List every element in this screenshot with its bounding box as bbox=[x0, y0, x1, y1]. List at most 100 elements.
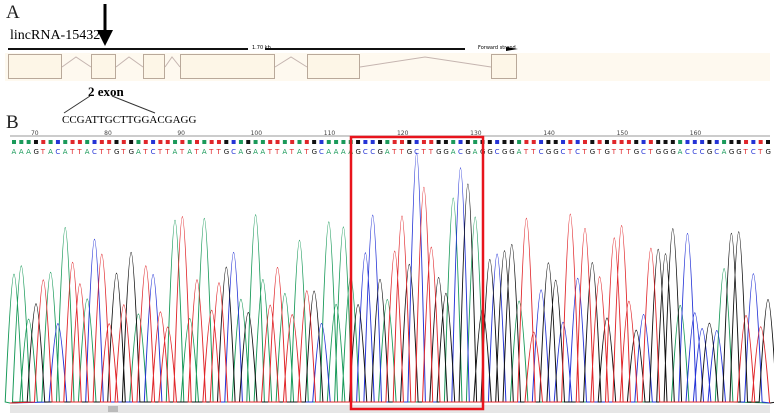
quality-square bbox=[473, 140, 478, 144]
base-call: A bbox=[238, 148, 243, 156]
exon-sequence: CCGATTGCTTGGACGAGG bbox=[62, 114, 197, 126]
panel-b-label: B bbox=[6, 112, 19, 133]
base-call: A bbox=[253, 148, 258, 156]
quality-square bbox=[546, 140, 551, 144]
base-call: T bbox=[69, 148, 75, 156]
base-call: G bbox=[634, 148, 639, 156]
quality-square bbox=[202, 140, 207, 144]
base-call: C bbox=[685, 148, 690, 156]
base-call: C bbox=[561, 148, 566, 156]
quality-square bbox=[670, 140, 675, 144]
quality-square bbox=[304, 140, 309, 144]
base-call: T bbox=[391, 148, 397, 156]
base-call: C bbox=[231, 148, 236, 156]
gene-track bbox=[5, 53, 770, 81]
quality-square bbox=[312, 140, 317, 144]
quality-square bbox=[736, 140, 741, 144]
quality-square bbox=[77, 140, 82, 144]
forward-arrow-icon bbox=[506, 47, 518, 51]
quality-square bbox=[282, 140, 287, 144]
quality-square bbox=[758, 140, 763, 144]
quality-square bbox=[678, 140, 683, 144]
base-call: T bbox=[611, 148, 617, 156]
base-call: T bbox=[208, 148, 214, 156]
quality-square bbox=[136, 140, 141, 144]
trace-A bbox=[4, 197, 771, 404]
base-call: T bbox=[157, 148, 163, 156]
ruler-tick: 140 bbox=[543, 130, 555, 137]
base-call: G bbox=[509, 148, 514, 156]
ruler-tick: 70 bbox=[31, 130, 39, 137]
quality-square bbox=[429, 140, 434, 144]
base-call: G bbox=[590, 148, 595, 156]
exon-6 bbox=[491, 54, 517, 79]
ruler-tick: 130 bbox=[470, 130, 482, 137]
quality-square bbox=[414, 140, 419, 144]
base-call: A bbox=[260, 148, 265, 156]
quality-square bbox=[55, 140, 60, 144]
base-call: A bbox=[26, 148, 31, 156]
base-call: G bbox=[465, 148, 470, 156]
arrow-down-icon bbox=[97, 4, 113, 46]
introns bbox=[61, 56, 492, 68]
quality-square bbox=[121, 140, 126, 144]
scale-label: 1.70 kb bbox=[252, 45, 271, 51]
base-call: C bbox=[92, 148, 97, 156]
quality-square bbox=[458, 140, 463, 144]
base-call: T bbox=[274, 148, 280, 156]
quality-square bbox=[495, 140, 500, 144]
base-call: T bbox=[596, 148, 602, 156]
base-call: G bbox=[33, 148, 38, 156]
base-call: A bbox=[326, 148, 331, 156]
base-call: A bbox=[385, 148, 390, 156]
base-call: C bbox=[692, 148, 697, 156]
quality-square bbox=[19, 140, 24, 144]
scrollbar-thumb[interactable] bbox=[108, 406, 118, 412]
quality-square bbox=[334, 140, 339, 144]
quality-square bbox=[568, 140, 573, 144]
base-call: G bbox=[246, 148, 251, 156]
quality-square bbox=[158, 140, 163, 144]
base-call: A bbox=[173, 148, 178, 156]
base-call: G bbox=[356, 148, 361, 156]
quality-square bbox=[634, 140, 639, 144]
quality-square bbox=[531, 140, 536, 144]
base-call: T bbox=[179, 148, 185, 156]
quality-square bbox=[502, 140, 507, 144]
quality-square bbox=[744, 140, 749, 144]
base-call: T bbox=[625, 148, 631, 156]
base-call: G bbox=[670, 148, 675, 156]
quality-square bbox=[107, 140, 112, 144]
ruler-tick: 80 bbox=[104, 130, 112, 137]
quality-square bbox=[729, 140, 734, 144]
base-call: G bbox=[502, 148, 507, 156]
quality-square bbox=[33, 140, 38, 144]
base-call: G bbox=[312, 148, 317, 156]
base-call: G bbox=[114, 148, 119, 156]
quality-square bbox=[70, 140, 75, 144]
quality-square bbox=[143, 140, 148, 144]
quality-square bbox=[707, 140, 712, 144]
quality-square bbox=[290, 140, 295, 144]
base-call: A bbox=[451, 148, 456, 156]
exon-3 bbox=[143, 54, 165, 79]
quality-square bbox=[597, 140, 602, 144]
exon-label: 2 exon bbox=[88, 84, 124, 99]
quality-square bbox=[436, 140, 441, 144]
base-call: C bbox=[575, 148, 580, 156]
quality-square bbox=[129, 140, 134, 144]
ruler-tick: 90 bbox=[177, 130, 185, 137]
quality-square bbox=[722, 140, 727, 144]
base-call: G bbox=[487, 148, 492, 156]
base-call: C bbox=[55, 148, 60, 156]
quality-square bbox=[231, 140, 236, 144]
trace-T bbox=[9, 186, 771, 404]
quality-square bbox=[48, 140, 53, 144]
quality-square bbox=[575, 140, 580, 144]
quality-square bbox=[641, 140, 646, 144]
quality-square bbox=[92, 140, 97, 144]
base-call: A bbox=[85, 148, 90, 156]
base-call: C bbox=[495, 148, 500, 156]
base-call: T bbox=[164, 148, 170, 156]
